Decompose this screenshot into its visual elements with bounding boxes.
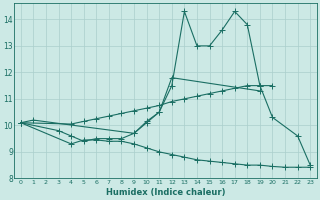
X-axis label: Humidex (Indice chaleur): Humidex (Indice chaleur) [106,188,225,197]
